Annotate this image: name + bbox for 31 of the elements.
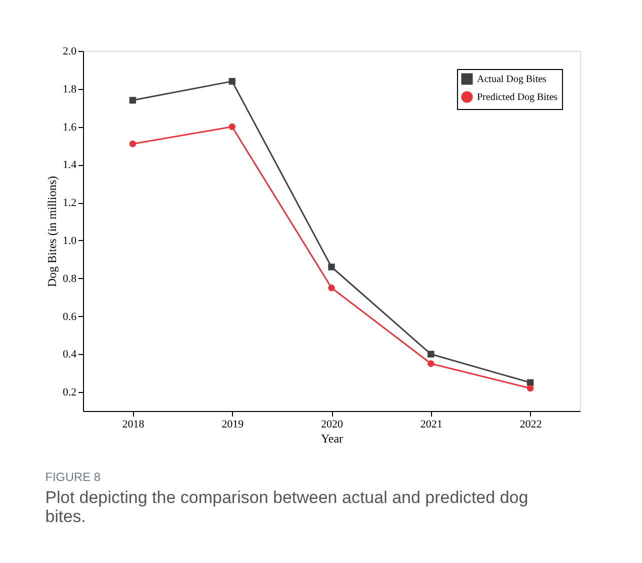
y-tick-label: 1.8: [62, 83, 77, 96]
legend-label: Actual Dog Bites: [477, 74, 547, 85]
y-tick-label: 1.2: [62, 197, 76, 210]
y-tick-label: 1.4: [62, 159, 77, 172]
x-tick-label: 2021: [420, 418, 442, 430]
text: Plot depicting the comparison between actual and predicted dog bites.: [45, 488, 528, 526]
point: [228, 123, 236, 130]
legend-label: Predicted Dog Bites: [477, 92, 558, 103]
y-axis-title: Dog Bites (in millions): [44, 176, 59, 287]
y-tick-label: 0.2: [62, 386, 76, 399]
point: [129, 96, 136, 104]
y-tick-label: 1.6: [62, 121, 77, 134]
y-tick-label: 0.6: [62, 310, 77, 323]
x-tick-label: 2022: [520, 418, 542, 430]
y-tick-label: 2.0: [62, 46, 77, 58]
point: [428, 360, 434, 367]
point: [526, 379, 534, 386]
caption: FIGURE 8: [45, 470, 101, 484]
y-tick-label: 0.8: [62, 272, 77, 285]
point: [428, 350, 434, 358]
y-tick-label: 1.0: [62, 234, 77, 247]
x-tick-label: 2020: [321, 418, 344, 430]
point: [228, 78, 236, 85]
x-axis-title: Year: [320, 432, 344, 446]
point: [328, 284, 335, 292]
point: [129, 140, 136, 148]
point: [328, 264, 335, 270]
x-tick-label: 2019: [222, 418, 244, 430]
x-tick-label: 2018: [122, 418, 145, 430]
point: [526, 384, 534, 392]
y-tick-label: 0.4: [62, 348, 77, 361]
